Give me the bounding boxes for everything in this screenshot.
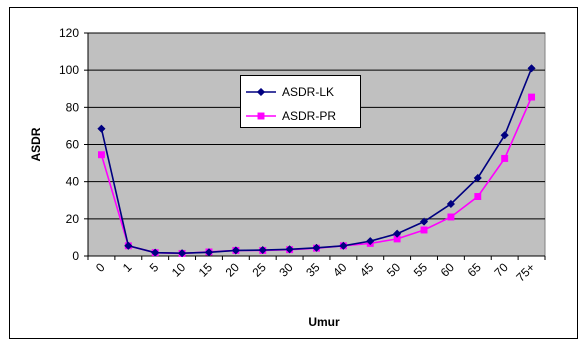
data-point bbox=[204, 248, 214, 257]
legend-marker bbox=[256, 87, 266, 97]
data-point bbox=[527, 64, 536, 73]
legend-marker bbox=[257, 112, 265, 120]
y-tick-label: 0 bbox=[72, 249, 79, 263]
data-point bbox=[97, 124, 106, 133]
data-point bbox=[366, 236, 375, 246]
legend-label: ASDR-LK bbox=[282, 85, 334, 99]
data-point bbox=[500, 131, 509, 140]
data-point bbox=[231, 246, 241, 255]
data-point bbox=[392, 229, 402, 238]
data-point bbox=[446, 199, 456, 209]
y-tick-label: 120 bbox=[59, 26, 79, 40]
y-tick-label: 60 bbox=[66, 138, 80, 152]
axes bbox=[84, 32, 546, 260]
data-point bbox=[473, 173, 482, 183]
data-point bbox=[474, 193, 482, 200]
series-group bbox=[97, 64, 536, 258]
data-point bbox=[447, 213, 455, 221]
y-axis-label: ASDR bbox=[29, 127, 43, 161]
data-point bbox=[419, 217, 429, 226]
legend: ASDR-LK ASDR-PR bbox=[240, 75, 361, 128]
y-tick-label: 40 bbox=[66, 175, 80, 189]
y-tick-label: 100 bbox=[59, 63, 79, 77]
data-point bbox=[151, 248, 160, 257]
data-point bbox=[124, 241, 133, 250]
y-tick-label: 20 bbox=[66, 212, 80, 226]
data-point bbox=[97, 151, 105, 159]
data-point bbox=[285, 245, 294, 254]
gridlines bbox=[88, 32, 545, 220]
data-point bbox=[339, 241, 348, 250]
data-point bbox=[528, 93, 536, 101]
y-tick-labels: 0 20 40 60 80 100 120 bbox=[59, 26, 79, 263]
data-point bbox=[420, 226, 428, 234]
y-tick-label: 80 bbox=[66, 100, 80, 114]
data-point bbox=[501, 154, 509, 162]
data-point bbox=[177, 249, 187, 258]
data-point bbox=[258, 245, 267, 255]
x-axis-label: Umur bbox=[308, 315, 340, 329]
legend-label: ASDR-PR bbox=[282, 109, 336, 123]
data-point bbox=[312, 243, 321, 252]
series-asdr-lk bbox=[97, 64, 536, 258]
